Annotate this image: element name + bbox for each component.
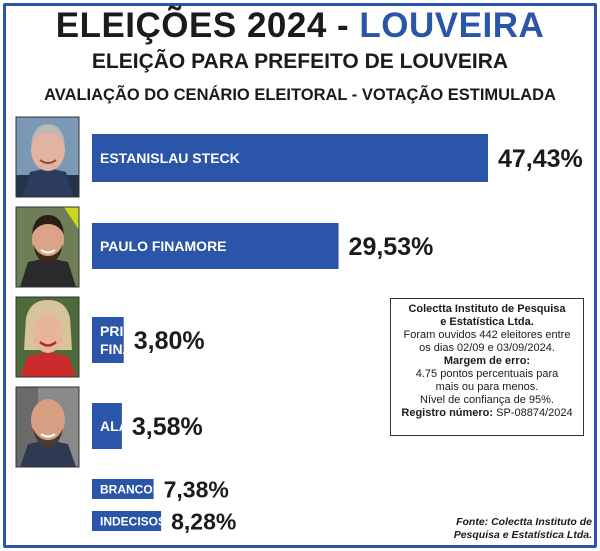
bar-label-alan-jacui: ALAN JACUÍ [100,418,186,434]
bar-label-paulo-finamore: PAULO FINAMORE [100,238,227,254]
note-dates: os dias 02/09 e 03/09/2024. [419,342,555,354]
title-city: LOUVEIRA [359,6,545,45]
note-institute-2: e Estatística Ltda. [440,316,534,328]
bar-estanislau-steck [92,134,488,182]
methodology-note: Colectta Instituto de Pesquisa e Estatís… [390,298,584,436]
value-label-brancos-nulos: 7,38% [164,476,229,502]
bar-alan-jacui [92,403,122,449]
value-label-paulo-finamore: 29,53% [349,233,434,261]
note-sample: Foram ouvidos 442 eleitores entre [403,329,571,341]
bar-label-indecisos: INDECISOS [100,514,166,528]
note-institute: Colectta Instituto de Pesquisa [408,303,566,315]
photo-priscilla-finamore [16,297,79,377]
chart-subtitle: AVALIAÇÃO DO CENÁRIO ELEITORAL - VOTAÇÃO… [44,86,556,104]
note-confidence: Nível de confiança de 95%. [420,394,554,406]
bar-indecisos [92,511,162,531]
source-line-1: Fonte: Colectta Instituto de [456,516,592,528]
bar-label-estanislau-steck: ESTANISLAU STECK [100,150,240,166]
source-credit: Fonte: Colectta Instituto de Pesquisa e … [452,516,592,542]
page-subtitle: ELEIÇÃO PARA PREFEITO DE LOUVEIRA [91,50,509,73]
bar-label-brancos-nulos: BRANCOS/NULOS [100,482,206,496]
note-margin: 4.75 pontos percentuais para [415,368,559,380]
photo-alan-jacui [16,387,79,467]
value-label-estanislau-steck: 47,43% [498,145,583,173]
page-title: ELEIÇÕES 2024 - LOUVEIRA [55,6,545,45]
frame [3,3,597,548]
bar-label-priscilla-finamore: PRISCILLA FINAMORE [100,323,175,357]
value-label-alan-jacui: 3,58% [132,413,203,441]
photo-paulo-finamore [16,207,79,287]
bars-group: ESTANISLAU STECK 47,43% PAULO FINAMORE 29,5… [92,134,583,534]
photo-frame [15,116,80,198]
note-margin-title: Margem de erro: [443,355,531,367]
photo-frame [15,206,80,288]
value-label-priscilla-finamore: 3,80% [134,327,205,355]
value-label-indecisos: 8,28% [171,508,236,534]
bar-paulo-finamore [92,223,339,269]
photo-frame [15,296,80,378]
note-margin-2: mais ou para menos. [435,381,539,393]
photo-estanislau-steck [16,117,79,197]
bar-brancos-nulos [92,479,154,499]
source-line-2: Pesquisa e Estatística Ltda. [453,529,592,541]
bar-priscilla-finamore [92,317,124,363]
photo-frame [15,386,80,468]
note-registration: Registro número: SP-08874/2024 [401,407,573,419]
